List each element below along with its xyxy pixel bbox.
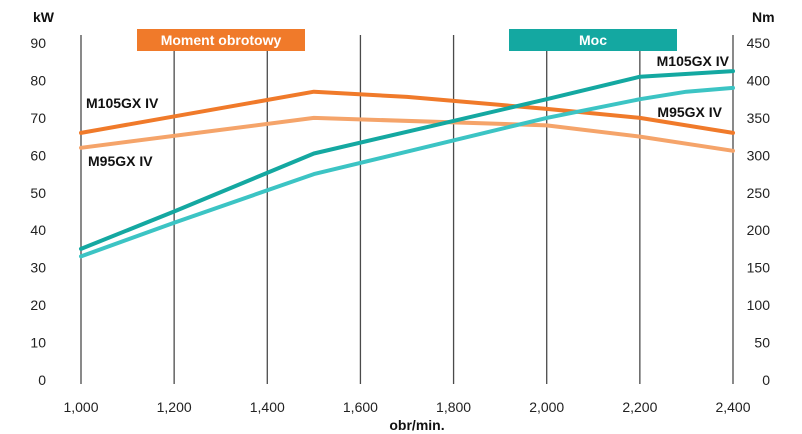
y-right-tick-label: 50 [754, 335, 770, 351]
x-tick-label: 1,200 [157, 399, 192, 415]
x-tick-label: 2,200 [622, 399, 657, 415]
y-left-tick-label: 10 [30, 335, 46, 351]
legend-box-torque [137, 29, 305, 51]
y-left-tick-label: 30 [30, 260, 46, 276]
series-label: M95GX IV [657, 104, 722, 120]
y-left-tick-label: 20 [30, 297, 46, 313]
x-tick-label: 1,000 [63, 399, 98, 415]
x-tick-label: 2,400 [715, 399, 750, 415]
y-right-tick-label: 0 [762, 372, 770, 388]
y-right-tick-label: 250 [747, 185, 771, 201]
y-right-tick-label: 350 [747, 110, 771, 126]
legend-box-power [509, 29, 677, 51]
series-label: M105GX IV [86, 95, 159, 111]
x-axis-title: obr/min. [389, 417, 444, 433]
series-label: M105GX IV [657, 53, 730, 69]
x-tick-label: 1,600 [343, 399, 378, 415]
y-right-tick-label: 200 [747, 222, 771, 238]
legend: Moment obrotowy Moc [137, 29, 677, 51]
axes: 1,000 1,200 1,400 1,600 1,800 2,000 2,200 2,400… [30, 9, 774, 433]
power-line-m105gx [79, 69, 735, 251]
y-left-tick-label: 70 [30, 110, 46, 126]
y-left-axis-title: kW [33, 9, 55, 25]
power-line-m95gx [79, 85, 735, 259]
y-right-tick-label: 450 [747, 35, 771, 51]
torque-line-m105gx [79, 89, 735, 135]
series-labels: M105GX IV M95GX IV M105GX IV M95GX IV [86, 53, 730, 169]
series [79, 69, 735, 259]
legend-label: Moc [579, 32, 607, 48]
x-tick-label: 2,000 [529, 399, 564, 415]
y-right-axis-title: Nm [752, 9, 775, 25]
y-left-tick-label: 40 [30, 222, 46, 238]
x-tick-label: 1,400 [250, 399, 285, 415]
y-left-tick-label: 0 [38, 372, 46, 388]
torque-line-m95gx [79, 115, 735, 153]
series-label: M95GX IV [88, 153, 153, 169]
x-tick-label: 1,800 [436, 399, 471, 415]
y-left-tick-label: 60 [30, 147, 46, 163]
legend-label: Moment obrotowy [161, 32, 282, 48]
y-left-tick-label: 90 [30, 35, 46, 51]
y-left-tick-label: 50 [30, 185, 46, 201]
y-right-tick-label: 400 [747, 72, 771, 88]
y-right-tick-label: 150 [747, 260, 771, 276]
y-right-tick-label: 300 [747, 147, 771, 163]
y-right-tick-label: 100 [747, 297, 771, 313]
y-left-tick-label: 80 [30, 72, 46, 88]
